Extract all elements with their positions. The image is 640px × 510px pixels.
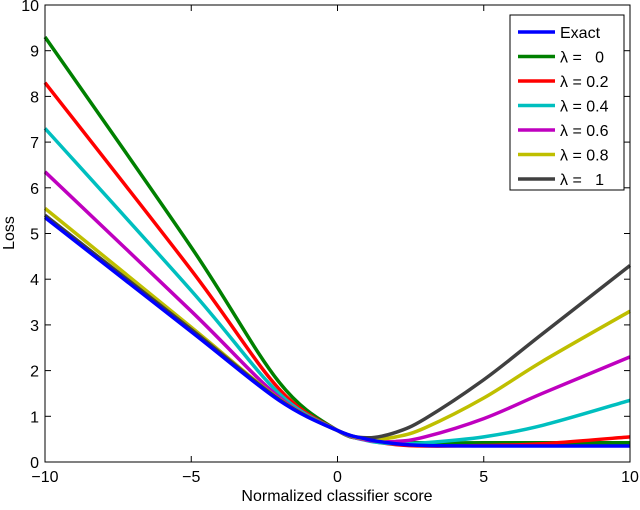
series-line-6 [43,213,632,440]
y-tick-label: 5 [30,227,39,244]
y-tick-label: 6 [30,181,39,198]
legend-label: λ = 0 [560,50,604,67]
x-tick-label: 5 [479,469,488,486]
y-tick-label: 9 [30,44,39,61]
series-lines [43,35,632,448]
y-tick-label: 2 [30,364,39,381]
plot-frame [44,4,631,463]
y-tick-label: 4 [30,272,39,289]
legend-label: λ = 0.4 [560,99,609,116]
x-axis-label: Normalized classifier score [241,488,432,505]
legend-label: λ = 1 [560,172,604,189]
legend-label: λ = 0.6 [560,123,609,140]
series-line-4 [43,170,631,444]
legend-label: λ = 0.2 [560,74,609,91]
y-tick-label: 7 [30,135,39,152]
y-tick-label: 1 [30,409,39,426]
y-tick-label: 0 [30,455,39,472]
legend-box [509,14,625,191]
x-tick-label: −10 [31,469,58,486]
series-line-5 [43,207,631,442]
legend: Exact λ = 0 λ = 0.2 λ = 0.4 λ = 0.6 λ = 0.8 λ … [509,14,625,191]
legend-label: Exact [560,25,601,42]
x-tick-label: 10 [621,469,639,486]
x-tick-label: 0 [333,469,342,486]
series-line-0 [43,216,630,448]
y-tick-label: 10 [21,0,39,15]
legend-label: λ = 0.8 [560,148,609,165]
x-tick-label: −5 [182,469,200,486]
y-axis-label: Loss [1,216,18,250]
y-tick-label: 8 [30,89,39,106]
y-tick-label: 3 [30,318,39,335]
